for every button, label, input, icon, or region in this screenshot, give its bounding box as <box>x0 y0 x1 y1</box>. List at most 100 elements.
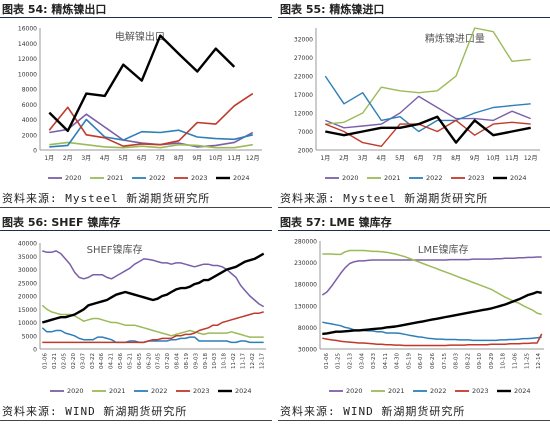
x-tick-label: 9月 <box>192 155 202 162</box>
x-tick-label: 04-21 <box>109 353 115 369</box>
y-tick-label: 35000 <box>18 254 37 261</box>
x-tick-label: 10-18 <box>222 353 228 369</box>
x-tick-label: 06-05 <box>137 353 143 369</box>
legend-label: 2021 <box>388 387 405 395</box>
y-tick-label: 8000 <box>22 87 37 94</box>
series-line-2020 <box>321 256 542 296</box>
x-tick-label: 8月 <box>451 155 461 162</box>
y-tick-label: 4000 <box>22 117 37 124</box>
chart-export: 0 2000 4000 6000 8000 10000 12000 14000 16000 1月 2… <box>18 26 262 182</box>
x-tick-label: 04-06 <box>99 353 105 369</box>
title-rule <box>0 17 272 18</box>
x-tick-label: 01-06 <box>43 353 49 369</box>
x-tick-label: 02-05 <box>62 353 68 369</box>
x-tick-label: 11-17 <box>240 353 246 369</box>
chart-title: 电解镍出口 <box>115 30 165 43</box>
series-line-2022 <box>324 75 531 133</box>
legend-label: 2020 <box>65 174 82 182</box>
legend-label: 2022 <box>426 174 443 182</box>
series-line-2024 <box>41 252 265 324</box>
x-tick-label: 03-22 <box>90 353 96 369</box>
x-tick-label: 12-14 <box>536 353 542 369</box>
series-line-2023 <box>322 333 543 347</box>
x-tick-label: 7月 <box>432 155 442 162</box>
x-tick-label: 3月 <box>358 155 368 162</box>
y-tick-label: 30000 <box>18 267 37 274</box>
chart-shfe-stock: 0 5000 10000 15000 20000 25000 30000 35000 40000… <box>18 241 266 395</box>
series-line-2022 <box>49 118 253 148</box>
y-tick-label: 6000 <box>22 102 37 109</box>
x-tick-label: 5月 <box>118 155 128 162</box>
x-tick-label: 05-21 <box>127 353 133 369</box>
y-tick-label: 40000 <box>18 241 37 248</box>
source-note: 资料来源: Mysteel 新湖期货研究所 <box>2 192 211 205</box>
x-tick-label: 01-06 <box>324 353 330 369</box>
y-tick-label: 280000 <box>294 239 317 246</box>
series-line-2023 <box>325 119 531 147</box>
x-tick-label: 11-02 <box>231 353 237 369</box>
panel-refined-nickel-export: 图表 54: 精炼镍出口 0 2000 4000 6000 8000 10000 12000… <box>0 0 272 212</box>
x-tick-label: 09-18 <box>203 353 209 369</box>
source-note: 资料来源: WIND 新湖期货研究所 <box>280 405 466 418</box>
chart-title: SHEF镍库存 <box>87 243 143 256</box>
figure-title: 图表 55: 精炼镍进口 <box>280 3 385 16</box>
series-line-2022 <box>41 327 264 344</box>
x-tick-label: 05-06 <box>118 353 124 369</box>
y-tick-label: 2000 <box>22 132 37 139</box>
y-tick-label: 16000 <box>18 26 37 33</box>
legend-label: 2023 <box>472 387 489 395</box>
x-tick-label: 06-20 <box>146 353 152 369</box>
x-tick-label: 10-03 <box>212 353 218 369</box>
y-tick-label: 10000 <box>18 320 37 327</box>
source-note: 资料来源: Mysteel 新湖期货研究所 <box>280 192 489 205</box>
x-tick-label: 11-25 <box>524 353 530 369</box>
x-tick-label: 06-26 <box>430 353 436 369</box>
legend-label: 2022 <box>430 387 447 395</box>
y-tick-label: 14000 <box>18 41 37 48</box>
x-tick-label: 6月 <box>414 155 424 162</box>
x-tick-label: 01-25 <box>336 353 342 369</box>
title-rule <box>278 17 550 18</box>
x-tick-label: 11月 <box>505 155 519 162</box>
x-tick-label: 1月 <box>320 155 330 162</box>
y-tick-label: 12000 <box>18 56 37 63</box>
y-tick-label: 0 <box>33 347 37 354</box>
chart-title: 精炼镍进口量 <box>425 32 485 45</box>
legend-label: 2024 <box>514 387 531 395</box>
y-tick-label: 0 <box>33 148 37 155</box>
series-line-2024 <box>48 34 236 133</box>
panel-shfe-nickel-stock: 图表 56: SHEF 镍库存 0 5000 10000 15000 20000 2500… <box>0 213 272 425</box>
x-tick-label: 09-29 <box>489 353 495 369</box>
source-rule <box>0 207 272 208</box>
y-tick-label: 30000 <box>298 347 317 354</box>
x-tick-label: 2月 <box>63 155 73 162</box>
x-tick-label: 10月 <box>487 155 501 162</box>
title-rule <box>278 230 550 231</box>
legend-label: 2023 <box>193 387 210 395</box>
x-tick-label: 07-15 <box>442 353 448 369</box>
source-rule <box>278 207 550 208</box>
legend-label: 2023 <box>468 174 485 182</box>
y-tick-label: 15000 <box>18 307 37 314</box>
legend-label: 2021 <box>107 174 124 182</box>
x-tick-label: 10月 <box>209 155 223 162</box>
legend-label: 2022 <box>151 387 168 395</box>
x-tick-label: 07-20 <box>165 353 171 369</box>
panel-lme-nickel-stock: 图表 57: LME 镍库存 30000 80000 130000 180000 230… <box>278 213 550 425</box>
x-tick-label: 12-02 <box>250 353 256 369</box>
legend-label: 2021 <box>109 387 126 395</box>
y-tick-label: 5000 <box>22 333 37 340</box>
panel-refined-nickel-import: 图表 55: 精炼镍进口 2000 7000 12000 17000 22000 2700… <box>278 0 550 212</box>
figure-title: 图表 54: 精炼镍出口 <box>2 3 107 16</box>
title-rule <box>0 230 272 231</box>
x-tick-label: 4月 <box>376 155 386 162</box>
x-tick-label: 08-22 <box>465 353 471 369</box>
x-tick-label: 02-20 <box>71 353 77 369</box>
y-tick-label: 130000 <box>294 303 317 310</box>
series-line-2021 <box>41 304 264 338</box>
legend-label: 2024 <box>510 174 527 182</box>
x-tick-label: 08-19 <box>184 353 190 369</box>
legend-label: 2020 <box>346 387 363 395</box>
y-tick-label: 7000 <box>298 129 313 136</box>
series-line-2023 <box>42 311 264 344</box>
